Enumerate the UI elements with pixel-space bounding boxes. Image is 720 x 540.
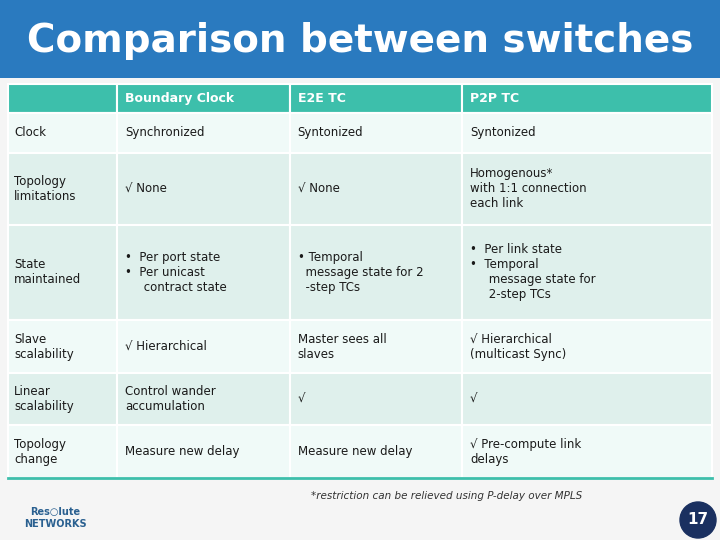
Text: Linear
scalability: Linear scalability (14, 385, 73, 413)
Text: P2P TC: P2P TC (470, 92, 519, 105)
Text: Res○lute
NETWORKS: Res○lute NETWORKS (24, 507, 86, 529)
Bar (289, 113, 462, 153)
Bar (462, 153, 712, 225)
Bar (289, 84, 462, 113)
Text: Measure new delay: Measure new delay (125, 445, 240, 458)
Bar (462, 113, 712, 153)
Text: Slave
scalability: Slave scalability (14, 333, 73, 361)
Bar (117, 320, 289, 373)
Text: Topology
limitations: Topology limitations (14, 175, 76, 202)
Text: • Temporal
  message state for 2
  -step TCs: • Temporal message state for 2 -step TCs (297, 251, 423, 294)
Bar (462, 84, 712, 113)
Bar (8, 225, 117, 320)
Text: Comparison between switches: Comparison between switches (27, 22, 693, 59)
Bar (289, 225, 462, 320)
Text: *restriction can be relieved using P-delay over MPLS: *restriction can be relieved using P-del… (311, 491, 582, 501)
Bar (462, 426, 712, 478)
Bar (117, 426, 289, 478)
Text: Master sees all
slaves: Master sees all slaves (297, 333, 387, 361)
Bar (117, 113, 289, 153)
Bar (117, 225, 289, 320)
Bar (289, 320, 462, 373)
Text: Syntonized: Syntonized (470, 126, 536, 139)
Bar (462, 225, 712, 320)
Bar (462, 373, 712, 426)
Bar (0, 0, 720, 78)
Bar (289, 373, 462, 426)
Bar (8, 373, 117, 426)
Text: Syntonized: Syntonized (297, 126, 363, 139)
Text: √ Pre-compute link
delays: √ Pre-compute link delays (470, 438, 581, 465)
Text: 17: 17 (688, 512, 708, 528)
Bar (117, 84, 289, 113)
Text: •  Per link state
•  Temporal
     message state for
     2-step TCs: • Per link state • Temporal message stat… (470, 244, 595, 301)
Bar (462, 320, 712, 373)
Bar (289, 426, 462, 478)
Text: Topology
change: Topology change (14, 438, 66, 465)
Circle shape (680, 502, 716, 538)
Bar (117, 373, 289, 426)
Text: √: √ (470, 393, 477, 406)
Text: Boundary Clock: Boundary Clock (125, 92, 234, 105)
Text: •  Per port state
•  Per unicast
     contract state: • Per port state • Per unicast contract … (125, 251, 227, 294)
Text: Control wander
accumulation: Control wander accumulation (125, 385, 216, 413)
Text: √: √ (297, 393, 305, 406)
Text: E2E TC: E2E TC (297, 92, 346, 105)
Text: State
maintained: State maintained (14, 259, 81, 286)
Text: Synchronized: Synchronized (125, 126, 204, 139)
Bar (117, 153, 289, 225)
Text: √ Hierarchical: √ Hierarchical (125, 340, 207, 353)
Bar (8, 113, 117, 153)
Text: Clock: Clock (14, 126, 46, 139)
Text: Measure new delay: Measure new delay (297, 445, 412, 458)
Text: √ None: √ None (297, 182, 339, 195)
Text: √ Hierarchical
(multicast Sync): √ Hierarchical (multicast Sync) (470, 333, 567, 361)
Bar (8, 426, 117, 478)
Text: √ None: √ None (125, 182, 167, 195)
Text: Homogenous*
with 1:1 connection
each link: Homogenous* with 1:1 connection each lin… (470, 167, 587, 210)
Bar (289, 153, 462, 225)
Bar (8, 84, 117, 113)
Bar (8, 153, 117, 225)
Bar (8, 320, 117, 373)
